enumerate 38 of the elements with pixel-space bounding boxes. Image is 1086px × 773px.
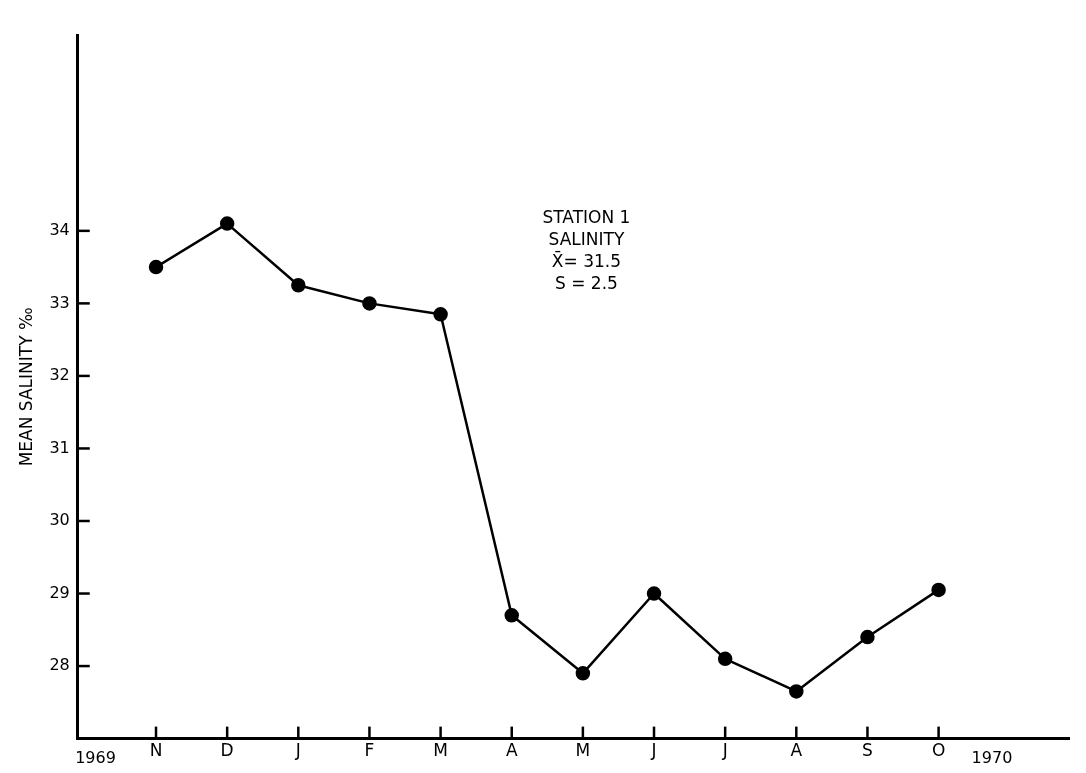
y-tick-label: 33 [49,292,70,312]
point [291,278,306,293]
y-tick-label: 28 [49,655,70,675]
x-tick-label: M [433,740,448,761]
y-tick-label: 30 [49,510,70,530]
point [931,582,946,598]
text: 1970 [971,747,1013,767]
x-tick-label: J [721,740,728,761]
x-tick-label: F [364,740,375,761]
y-tick-label: 34 [49,220,70,239]
point [789,684,804,699]
point [717,651,733,667]
annotation: S = 2.5 [554,272,618,293]
annotation: SALINITY [548,228,625,249]
y-tick-label: 32 [49,365,70,385]
point [433,307,448,322]
y-tick-label: 29 [49,582,70,602]
point [860,629,875,645]
x-tick-label: D [220,740,234,761]
x-tick-label: J [294,740,301,761]
annotation: STATION 1 [542,206,631,227]
y-axis-title: MEAN SALINITY ‰ [15,307,36,467]
text: 1969 [75,747,116,767]
y-tick-label: 31 [49,437,70,457]
point [504,608,519,623]
x-tick-label: O [931,740,946,761]
point [219,216,235,231]
x-tick-label: A [505,740,518,761]
x-tick-label: N [149,740,163,761]
x-tick-label: J [650,740,657,761]
point [646,586,662,601]
point [148,259,164,275]
x-tick-label: S [862,740,873,761]
x-tick-label: A [790,740,803,761]
point [575,666,591,681]
annotation: X̄= 31.5 [551,249,622,271]
x-tick-label: M [575,740,591,761]
point [362,296,377,311]
